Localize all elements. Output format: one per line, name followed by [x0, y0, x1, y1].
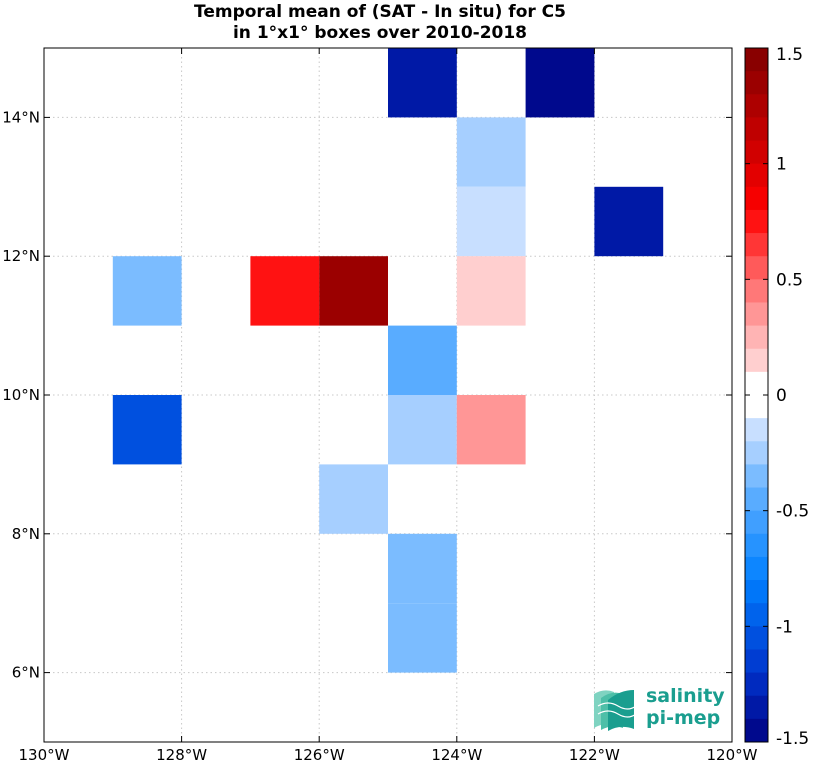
colorbar-segment — [745, 672, 768, 697]
y-tick-label: 14°N — [2, 108, 40, 126]
colorbar-segment — [745, 580, 768, 604]
heatmap-cell — [525, 48, 595, 118]
y-tick-label: 8°N — [12, 525, 40, 543]
colorbar-segment — [745, 325, 768, 350]
y-tick-label: 10°N — [2, 386, 40, 404]
colorbar-segment — [745, 94, 768, 118]
colorbar-segment — [745, 718, 768, 743]
colorbar-segment — [745, 695, 768, 720]
colorbar-segment — [745, 371, 768, 396]
x-tick-label: 122°W — [569, 746, 620, 763]
colorbar-segment — [745, 510, 768, 535]
colorbar-segment — [745, 140, 768, 165]
colorbar-segment — [745, 302, 768, 327]
heatmap-cell — [388, 603, 457, 673]
logo-text-line-2: pi-mep — [646, 707, 720, 729]
heatmap-cell — [112, 395, 182, 465]
colorbar-tick-label: -1.5 — [776, 729, 809, 749]
colorbar-tick-label: 0.5 — [776, 270, 803, 290]
heatmap-cells — [112, 48, 664, 673]
heatmap-cell — [112, 256, 182, 326]
heatmap-cell — [388, 533, 457, 604]
heatmap-cell — [594, 186, 664, 257]
colorbar-segment — [745, 256, 768, 280]
heatmap-cell — [456, 117, 526, 187]
colorbar-segment — [745, 348, 768, 373]
x-axis: 130°W 128°W 126°W 124°W 122°W 120°W — [19, 48, 758, 763]
colorbar-segment — [745, 71, 768, 95]
colorbar-segment — [745, 487, 768, 512]
colorbar-tick-label: 1.5 — [776, 45, 803, 65]
colorbar-segment — [745, 117, 768, 142]
colorbar-segment — [745, 418, 768, 442]
y-tick-label: 12°N — [2, 247, 40, 265]
chart-title-line-2: in 1°x1° boxes over 2010-2018 — [233, 23, 527, 43]
heatmap-cell — [319, 256, 388, 326]
colorbar-segment — [745, 279, 768, 303]
colorbar-tick-label: -1 — [776, 617, 793, 637]
colorbar-tick-label: 0 — [776, 386, 787, 406]
colorbar-segment — [745, 626, 768, 650]
colorbar-segment — [745, 649, 768, 674]
colorbar-segment — [745, 48, 768, 72]
colorbar-segment — [745, 233, 768, 257]
x-tick-label: 120°W — [707, 746, 758, 763]
y-tick-label: 6°N — [12, 664, 40, 682]
heatmap-cell — [456, 395, 526, 465]
x-tick-label: 124°W — [431, 746, 482, 763]
heatmap-cell — [388, 395, 457, 465]
colorbar-segment — [745, 533, 768, 558]
heatmap-cell — [319, 464, 388, 534]
colorbar-segment — [745, 209, 768, 234]
logo-waves-icon — [594, 690, 637, 731]
colorbar-segment — [745, 441, 768, 465]
salinity-pimep-logo: salinity pi-mep — [594, 685, 725, 731]
colorbar-segment — [745, 186, 768, 211]
logo-text-line-1: salinity — [646, 685, 725, 707]
x-tick-label: 126°W — [294, 746, 345, 763]
heatmap-cell — [388, 325, 457, 395]
colorbar-segment — [745, 395, 768, 419]
heatmap-cell — [250, 256, 320, 326]
y-axis: 6°N 8°N 10°N 12°N 14°N — [2, 108, 732, 682]
colorbar-tick-label: -0.5 — [776, 502, 809, 522]
x-tick-label: 130°W — [19, 746, 70, 763]
heatmap-cell — [456, 186, 526, 257]
heatmap-cell — [456, 256, 526, 326]
chart-title-line-1: Temporal mean of (SAT - In situ) for C5 — [194, 2, 566, 22]
x-tick-label: 128°W — [156, 746, 207, 763]
colorbar-tick-label: 1 — [776, 155, 787, 175]
heatmap-cell — [388, 48, 457, 118]
colorbar-segment — [745, 464, 768, 489]
colorbar-segment — [745, 556, 768, 581]
colorbar-segment — [745, 603, 768, 627]
colorbar — [744, 47, 769, 743]
colorbar-ticks: 1.5 1 0.5 0 -0.5 -1 -1.5 — [745, 45, 809, 749]
colorbar-segment — [745, 163, 768, 188]
